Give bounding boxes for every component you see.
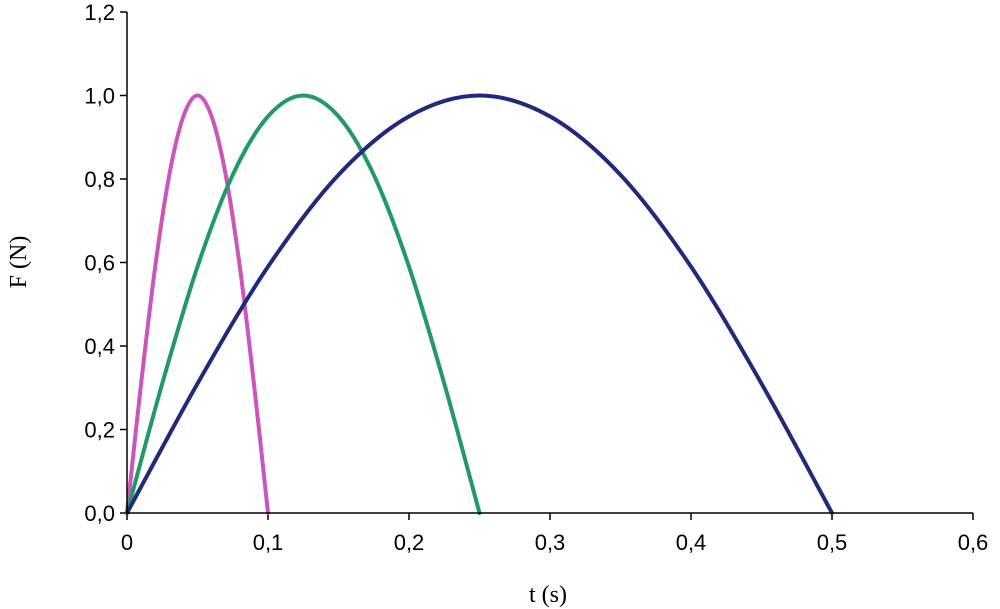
y-tick-label: 1,2 — [84, 0, 115, 25]
y-tick-label: 0,8 — [84, 167, 115, 192]
x-tick-label: 0,3 — [535, 530, 566, 555]
series-line-3 — [125, 93, 834, 515]
x-tick-label: 0,2 — [394, 530, 425, 555]
x-tick-label: 0,1 — [253, 530, 284, 555]
x-tick-label: 0 — [121, 530, 133, 555]
x-axis-ticks: 0 0,1 0,2 0,3 0,4 0,5 0,6 — [121, 513, 988, 555]
y-tick-label: 0,2 — [84, 418, 115, 443]
y-tick-label: 0,0 — [84, 501, 115, 526]
x-tick-label: 0,5 — [817, 530, 848, 555]
series-layer — [125, 93, 834, 515]
x-tick-label: 0,6 — [958, 530, 989, 555]
y-tick-label: 0,4 — [84, 334, 115, 359]
x-axis-title: t (s) — [529, 582, 567, 608]
y-tick-label: 0,6 — [84, 251, 115, 276]
series-line-2 — [125, 93, 482, 515]
y-tick-label: 1,0 — [84, 84, 115, 109]
series-line-1 — [125, 93, 270, 515]
y-axis-ticks: 0,0 0,2 0,4 0,6 0,8 1,0 1,2 — [84, 0, 127, 526]
y-axis-title: F (N) — [6, 236, 32, 289]
x-tick-label: 0,4 — [676, 530, 707, 555]
